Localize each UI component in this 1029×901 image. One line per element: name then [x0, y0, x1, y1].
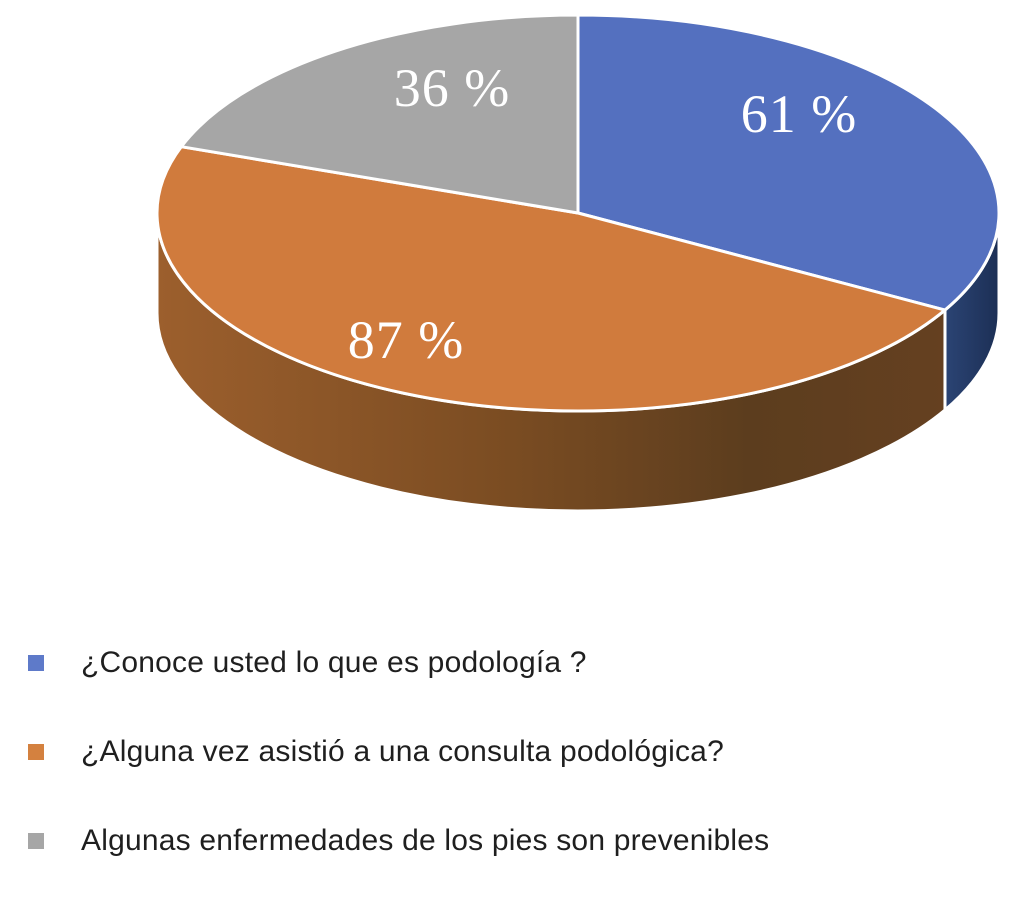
- legend-label: ¿Conoce usted lo que es podología ?: [81, 646, 587, 679]
- pie-data-label-1: 87 %: [348, 310, 464, 370]
- chart-legend: ¿Conoce usted lo que es podología ? ¿Alg…: [28, 646, 769, 858]
- pie-3d-canvas: 61 % 87 % 36 %: [155, 13, 1001, 513]
- legend-item-consulta-podologica: ¿Alguna vez asistió a una consulta podol…: [28, 735, 769, 769]
- legend-swatch-orange: [28, 744, 44, 760]
- pie-slice-top-2: [179, 13, 580, 215]
- pie-slice-top-1: [155, 145, 947, 413]
- legend-swatch-blue: [28, 655, 44, 671]
- legend-item-enfermedades-prevenibles: Algunas enfermedades de los pies son pre…: [28, 824, 769, 858]
- pie-data-label-0: 61 %: [741, 84, 857, 144]
- pie-chart: 61 % 87 % 36 %: [155, 13, 1001, 513]
- legend-swatch-gray: [28, 833, 44, 849]
- legend-item-conoce-podologia: ¿Conoce usted lo que es podología ?: [28, 646, 769, 680]
- pie-data-label-2: 36 %: [394, 58, 510, 118]
- pie-slice-top-0: [576, 13, 1001, 312]
- legend-label: ¿Alguna vez asistió a una consulta podol…: [81, 735, 724, 768]
- legend-label: Algunas enfermedades de los pies son pre…: [81, 824, 770, 857]
